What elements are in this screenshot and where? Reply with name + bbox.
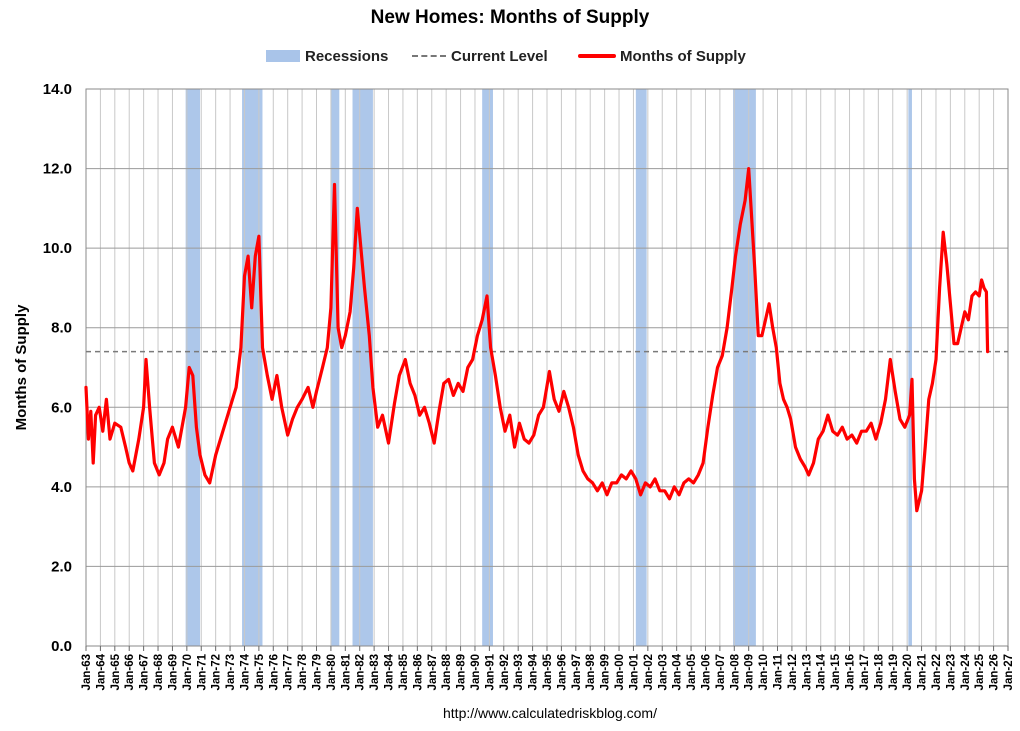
x-tick-label: Jan-19 — [888, 654, 900, 690]
legend-label-current-level: Current Level — [451, 47, 548, 65]
x-tick-label: Jan-81 — [340, 653, 352, 690]
y-tick-label: 2.0 — [51, 558, 72, 575]
x-tick-label: Jan-75 — [254, 653, 266, 690]
x-tick-label: Jan-82 — [355, 654, 367, 690]
recession-band — [908, 89, 912, 646]
x-tick-label: Jan-86 — [412, 654, 424, 690]
x-tick-label: Jan-13 — [801, 654, 813, 690]
x-tick-label: Jan-83 — [369, 654, 381, 690]
legend-item-recessions: Recessions — [266, 46, 388, 66]
series-swatch — [578, 54, 616, 58]
x-tick-label: Jan-72 — [211, 654, 223, 690]
x-tick-label: Jan-06 — [700, 654, 712, 690]
recession-band — [352, 89, 373, 646]
y-axis-label: Months of Supply — [13, 304, 30, 430]
current-level-swatch — [412, 55, 446, 57]
x-tick-label: Jan-63 — [81, 654, 93, 690]
x-tick-label: Jan-00 — [614, 654, 626, 690]
legend-label-months-of-supply: Months of Supply — [620, 47, 746, 65]
recession-band — [733, 89, 756, 646]
x-tick-label: Jan-84 — [384, 653, 396, 690]
x-tick-label: Jan-97 — [571, 654, 583, 690]
x-tick-label: Jan-98 — [585, 653, 597, 690]
x-tick-label: Jan-16 — [845, 654, 857, 690]
legend-label-recessions: Recessions — [305, 47, 389, 65]
y-tick-label: 0.0 — [51, 638, 72, 655]
x-tick-label: Jan-14 — [816, 653, 828, 690]
y-tick-label: 6.0 — [51, 399, 72, 416]
legend-item-months-of-supply: Months of Supply — [578, 46, 746, 66]
x-tick-label: Jan-94 — [528, 653, 540, 690]
legend: Recessions Current Level Months of Suppl… — [0, 46, 1020, 66]
x-tick-label: Jan-78 — [297, 653, 309, 690]
legend-item-current-level: Current Level — [412, 46, 548, 66]
y-tick-label: 4.0 — [51, 479, 72, 496]
x-tick-label: Jan-69 — [167, 654, 179, 690]
x-tick-label: Jan-71 — [196, 653, 208, 690]
x-tick-label: Jan-17 — [859, 654, 871, 690]
x-tick-label: Jan-88 — [441, 653, 453, 690]
recession-band — [330, 89, 340, 646]
x-tick-label: Jan-70 — [182, 654, 194, 690]
x-tick-label: Jan-04 — [672, 653, 684, 690]
x-tick-label: Jan-11 — [773, 653, 785, 689]
recession-band — [242, 89, 263, 646]
y-tick-label: 8.0 — [51, 320, 72, 337]
x-tick-label: Jan-12 — [787, 654, 799, 690]
x-tick-label: Jan-76 — [268, 654, 280, 690]
y-tick-label: 12.0 — [43, 161, 72, 178]
x-tick-label: Jan-89 — [456, 654, 468, 690]
x-tick-label: Jan-07 — [715, 654, 727, 690]
x-tick-label: Jan-67 — [139, 654, 151, 690]
x-tick-label: Jan-22 — [931, 654, 943, 690]
x-tick-label: Jan-80 — [326, 654, 338, 690]
x-tick-label: Jan-03 — [657, 654, 669, 690]
x-tick-label: Jan-92 — [499, 654, 511, 690]
x-tick-label: Jan-77 — [283, 654, 295, 690]
x-tick-label: Jan-26 — [989, 654, 1001, 690]
x-tick-label: Jan-96 — [556, 654, 568, 690]
x-tick-label: Jan-01 — [628, 653, 640, 690]
source-url: http://www.calculatedriskblog.com/ — [443, 705, 657, 721]
y-tick-label: 14.0 — [43, 81, 72, 98]
x-tick-label: Jan-79 — [312, 654, 324, 690]
recession-band — [185, 89, 201, 646]
x-tick-label: Jan-73 — [225, 654, 237, 690]
x-tick-label: Jan-99 — [600, 654, 612, 690]
x-tick-label: Jan-95 — [542, 653, 554, 690]
x-tick-label: Jan-20 — [902, 654, 914, 690]
x-tick-label: Jan-24 — [960, 653, 972, 690]
recession-band — [482, 89, 493, 646]
x-tick-label: Jan-85 — [398, 653, 410, 690]
x-tick-label: Jan-91 — [484, 653, 496, 690]
x-tick-label: Jan-02 — [643, 654, 655, 690]
x-tick-label: Jan-90 — [470, 654, 482, 690]
x-tick-label: Jan-65 — [110, 653, 122, 690]
x-tick-label: Jan-08 — [729, 653, 741, 690]
series-line-months-of-supply — [84, 167, 990, 513]
x-tick-label: Jan-21 — [917, 653, 929, 690]
x-tick-label: Jan-10 — [758, 654, 770, 690]
recession-swatch — [266, 50, 300, 62]
x-tick-label: Jan-05 — [686, 653, 698, 690]
x-tick-label: Jan-74 — [239, 653, 251, 690]
x-tick-label: Jan-87 — [427, 654, 439, 690]
x-tick-label: Jan-93 — [513, 654, 525, 690]
chart-title: New Homes: Months of Supply — [370, 7, 650, 28]
y-tick-label: 10.0 — [43, 240, 72, 257]
x-tick-label: Jan-68 — [153, 653, 165, 690]
x-tick-label: Jan-23 — [945, 654, 957, 690]
x-tick-label: Jan-25 — [974, 653, 986, 690]
x-tick-label: Jan-64 — [95, 653, 107, 690]
x-tick-label: Jan-15 — [830, 653, 842, 690]
x-tick-label: Jan-18 — [873, 653, 885, 690]
x-tick-label: Jan-27 — [1003, 654, 1015, 690]
x-tick-label: Jan-66 — [124, 654, 136, 690]
recession-band — [635, 89, 647, 646]
x-tick-label: Jan-09 — [744, 654, 756, 690]
